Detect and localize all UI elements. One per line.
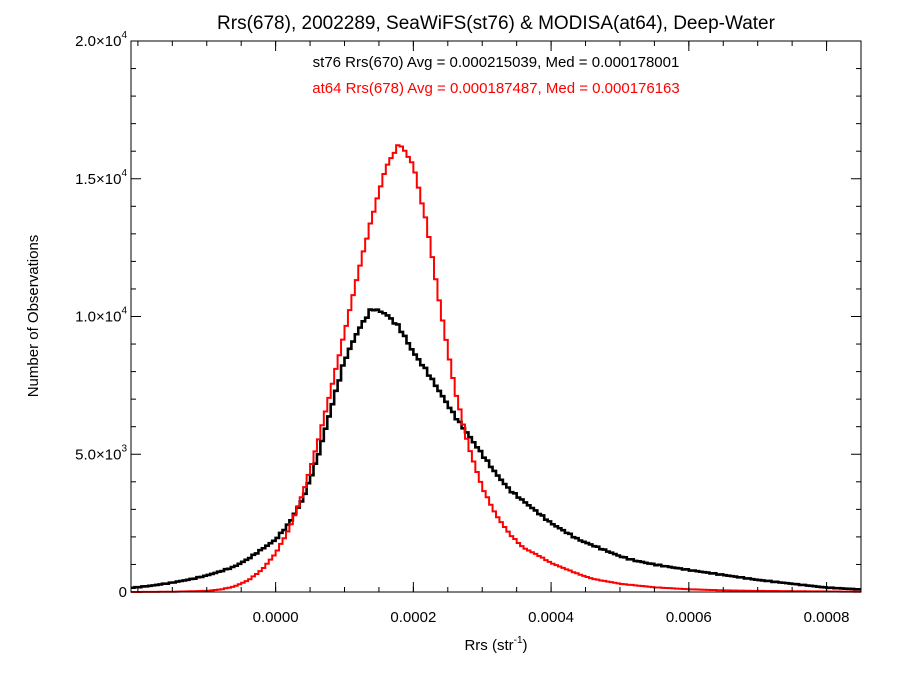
x-tick-label: 0.0008 <box>804 609 850 626</box>
x-tick-label: 0.0006 <box>666 609 712 626</box>
chart-title: Rrs(678), 2002289, SeaWiFS(st76) & MODIS… <box>217 13 776 34</box>
y-tick-label: 2.0×104 <box>75 30 127 50</box>
x-axis-label: Rrs (str-1) <box>464 635 527 654</box>
series-at64-line <box>131 144 861 593</box>
x-tick-label: 0.0000 <box>253 609 299 626</box>
y-axis-label: Number of Observations <box>25 235 42 398</box>
annotation-at64: at64 Rrs(678) Avg = 0.000187487, Med = 0… <box>312 80 680 97</box>
y-tick-label: 5.0×103 <box>75 443 127 463</box>
plot-frame <box>130 40 862 593</box>
y-tick-label: 0 <box>119 584 127 601</box>
x-tick-label: 0.0002 <box>390 609 436 626</box>
series-st76-line <box>131 308 861 591</box>
annotation-st76: st76 Rrs(670) Avg = 0.000215039, Med = 0… <box>313 54 680 71</box>
axis-ticks: 0.0000 0.0002 0.0004 0.0006 0.0008 0 5.0×103 1.… <box>75 30 862 626</box>
y-tick-label: 1.0×104 <box>75 306 127 326</box>
x-tick-label: 0.0004 <box>528 609 574 626</box>
y-tick-label: 1.5×104 <box>75 168 127 188</box>
